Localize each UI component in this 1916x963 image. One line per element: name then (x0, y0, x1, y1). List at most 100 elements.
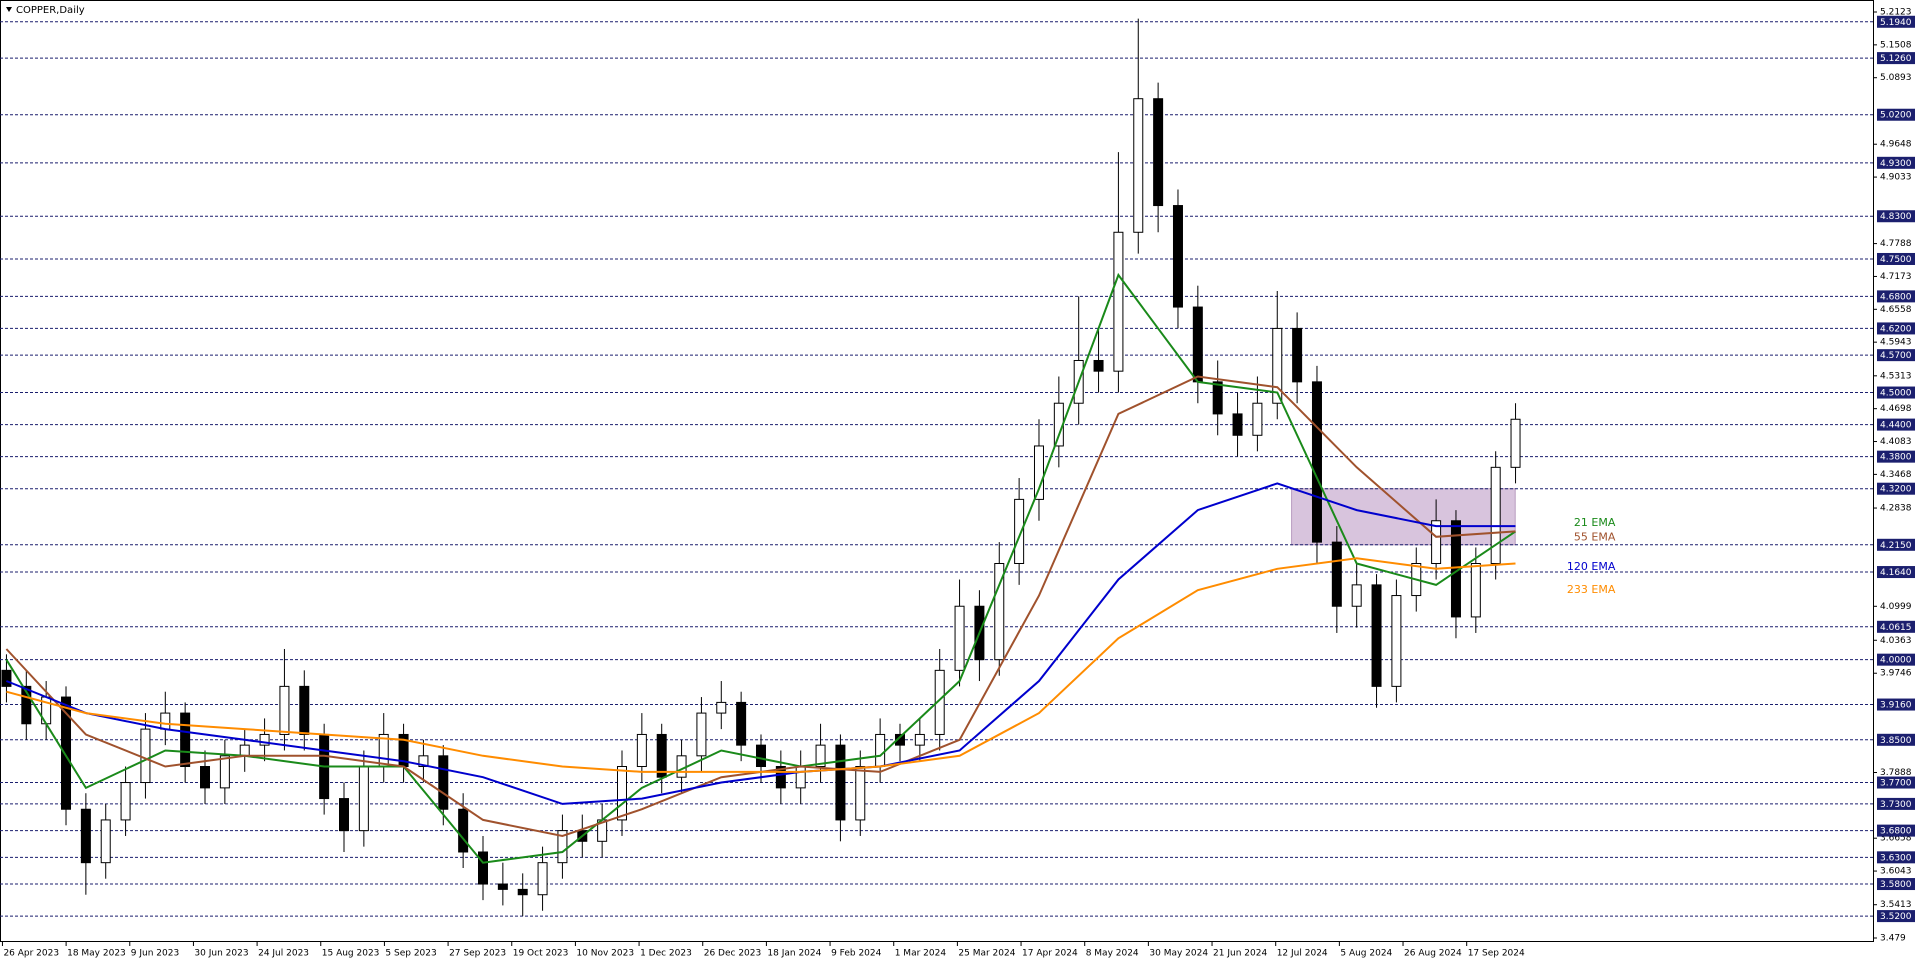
plot-frame (0, 0, 1874, 942)
ema-line (5, 272, 1517, 864)
candle-body (1093, 359, 1104, 372)
x-tick-label: 26 Dec 2023 (704, 949, 762, 959)
level-label: 4.7500 (1880, 255, 1912, 265)
y-tick-label: 3.6043 (1880, 867, 1912, 877)
level-label: 4.8300 (1880, 212, 1912, 222)
candle-body (736, 701, 747, 746)
candle-body (994, 562, 1005, 661)
level-label: 4.9300 (1880, 159, 1912, 169)
chart-title: COPPER,Daily (16, 5, 85, 16)
candle-body (1371, 584, 1382, 687)
level-label-box (1877, 210, 1915, 223)
candle-body (180, 712, 191, 768)
y-tick-label: 3.479 (1880, 934, 1906, 944)
y-tick-label: 4.0999 (1880, 602, 1912, 612)
x-tick-label: 19 Oct 2023 (513, 949, 569, 959)
x-tick-label: 1 Dec 2023 (640, 949, 692, 959)
x-tick-label: 5 Aug 2024 (1340, 949, 1392, 959)
ema-label: 120 EMA (1567, 560, 1616, 573)
level-label-box (1877, 653, 1915, 666)
candle-body (219, 755, 230, 789)
x-tick-label: 10 Nov 2023 (576, 949, 634, 959)
x-tick-label: 1 Mar 2024 (895, 949, 947, 959)
x-tick-label: 17 Apr 2024 (1022, 949, 1078, 959)
candle-body (1510, 418, 1521, 468)
ema-line (6, 482, 1516, 805)
candle-body (497, 883, 508, 890)
candle-body (1292, 327, 1303, 383)
candle-body (140, 728, 151, 784)
level-label: 5.1260 (1880, 54, 1912, 64)
x-tick-label: 9 Jun 2023 (131, 949, 179, 959)
x-tick-label: 12 Jul 2024 (1277, 949, 1328, 959)
level-label-box (1877, 620, 1915, 633)
level-label: 3.6300 (1880, 853, 1912, 863)
candle-body (795, 766, 806, 789)
level-label-box (1877, 776, 1915, 789)
level-label-box (1877, 824, 1915, 837)
level-label: 4.5700 (1880, 351, 1912, 361)
candle-body (1311, 381, 1322, 543)
candle-body (1490, 466, 1501, 564)
x-tick-label: 21 Jun 2024 (1213, 949, 1267, 959)
level-label-box (1877, 386, 1915, 399)
level-label-box (1877, 156, 1915, 169)
x-tick-label: 5 Sep 2023 (385, 949, 436, 959)
candle-body (160, 712, 171, 730)
level-label: 4.3200 (1880, 485, 1912, 495)
candle-body (1391, 595, 1402, 687)
candle-body (1153, 98, 1164, 207)
level-label-box (1877, 52, 1915, 65)
x-tick-label: 17 Sep 2024 (1468, 949, 1525, 959)
candle-body (61, 696, 72, 810)
candle-body (1, 669, 12, 687)
y-tick-label: 4.4698 (1880, 404, 1912, 414)
candle-body (656, 733, 667, 778)
level-label-box (1877, 910, 1915, 923)
y-tick-label: 4.7173 (1880, 272, 1912, 282)
level-label-box (1877, 482, 1915, 495)
candle-body (1252, 402, 1263, 436)
level-label: 4.0000 (1880, 656, 1912, 666)
candle-body (934, 669, 945, 735)
x-tick-label: 30 Jun 2023 (194, 949, 248, 959)
candle-body (259, 733, 270, 746)
y-tick-label: 4.6558 (1880, 305, 1912, 315)
level-label: 4.0615 (1880, 623, 1912, 633)
level-label-box (1877, 797, 1915, 810)
ema-label: 233 EMA (1567, 583, 1616, 596)
ema-label: 55 EMA (1574, 531, 1616, 544)
ema-line (6, 557, 1516, 773)
level-label: 3.7700 (1880, 779, 1912, 789)
candle-body (1351, 584, 1362, 607)
level-label-box (1877, 878, 1915, 891)
candle-body (716, 701, 727, 714)
candle-body (616, 766, 627, 821)
candle-body (1470, 562, 1481, 618)
candle-body (557, 830, 568, 864)
x-tick-label: 24 Jul 2023 (258, 949, 309, 959)
y-tick-label: 4.5313 (1880, 371, 1912, 381)
y-tick-label: 3.6658 (1880, 834, 1912, 844)
candle-body (875, 733, 886, 768)
level-label: 4.6200 (1880, 324, 1912, 334)
y-tick-label: 4.5943 (1880, 338, 1912, 348)
x-tick-label: 18 Jan 2024 (767, 949, 821, 959)
candle-body (339, 798, 350, 832)
candle-body (835, 744, 846, 821)
candle-body (815, 744, 826, 768)
candle-body (1133, 98, 1144, 233)
candle-body (775, 766, 786, 789)
candle-body (1192, 306, 1203, 383)
x-tick-label: 30 May 2024 (1149, 949, 1208, 959)
candle-body (537, 862, 548, 896)
x-tick-label: 15 Aug 2023 (322, 949, 380, 959)
level-label: 4.5000 (1880, 389, 1912, 399)
y-tick-label: 4.4083 (1880, 437, 1912, 447)
candle-body (954, 605, 965, 671)
x-tick-label: 26 Aug 2024 (1404, 949, 1462, 959)
candle-body (1431, 520, 1442, 564)
y-tick-label: 5.1508 (1880, 40, 1912, 50)
level-label-box (1877, 733, 1915, 746)
